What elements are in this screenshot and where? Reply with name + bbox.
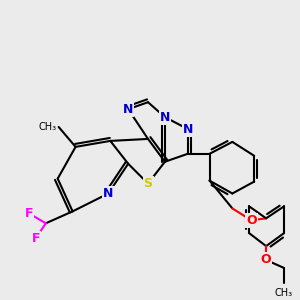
Text: N: N [160,111,170,124]
Text: O: O [246,214,256,227]
Text: F: F [32,232,40,245]
Text: F: F [25,207,33,220]
Text: N: N [123,103,134,116]
Text: CH₃: CH₃ [275,288,293,298]
Text: S: S [143,177,152,190]
Text: O: O [261,254,272,266]
Text: N: N [103,187,113,200]
Text: CH₃: CH₃ [39,122,57,132]
Text: N: N [182,122,193,136]
